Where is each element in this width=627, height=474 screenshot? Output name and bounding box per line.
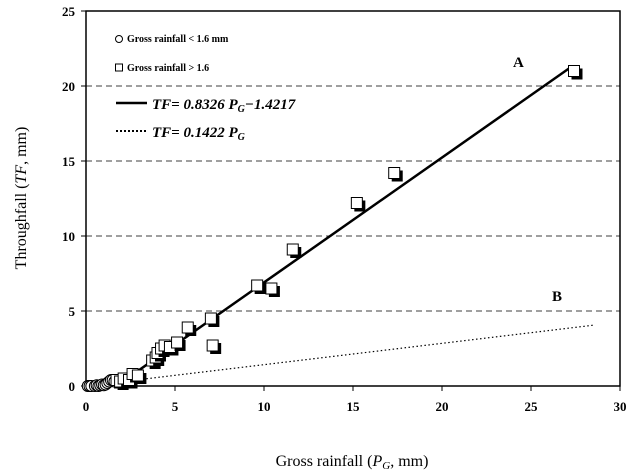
x-tick-label-20: 20 (436, 399, 449, 414)
gridlines (86, 85, 620, 312)
line-label-b: B (552, 289, 562, 305)
point-square-14 (204, 312, 217, 325)
point-square-5 (131, 369, 144, 382)
y-tick-label-15: 15 (62, 154, 76, 169)
point-square-17 (265, 282, 278, 295)
x-tick-label-15: 15 (347, 399, 361, 414)
legend-circle-marker (115, 35, 123, 43)
point-square-18 (286, 243, 299, 256)
legend-equation-a: TF= 0.8326 PG−1.4217 (152, 97, 296, 115)
legend-label-large-rain: Gross rainfall > 1.6 (127, 63, 209, 74)
x-tick-label-0: 0 (83, 399, 90, 414)
x-axis-title: Gross rainfall (PG, mm) (276, 453, 429, 472)
point-square-20 (388, 167, 401, 179)
x-tick-label-5: 5 (172, 399, 179, 414)
line-label-a: A (513, 55, 524, 71)
point-square-12 (171, 336, 184, 349)
point-square-13 (181, 321, 194, 334)
legend-label-small-rain: Gross rainfall < 1.6 mm (127, 34, 229, 45)
y-tick-label-0: 0 (69, 379, 76, 394)
fit-lines (115, 65, 594, 388)
legend-square-marker (115, 63, 123, 72)
point-square-19 (350, 197, 363, 209)
x-tick-label-25: 25 (525, 399, 539, 414)
legend: Gross rainfall < 1.6 mm Gross rainfall >… (115, 34, 296, 143)
point-square-15 (206, 339, 219, 352)
axis-ticks: 0 5 10 15 20 25 30 0 5 10 15 20 25 (62, 4, 627, 414)
y-tick-label-10: 10 (62, 229, 75, 244)
fit-line-B (130, 324, 594, 382)
point-square-21 (568, 65, 580, 77)
legend-equation-b: TF= 0.1422 PG (152, 125, 246, 143)
point-square-16 (251, 279, 264, 292)
data-points (81, 65, 583, 392)
y-tick-label-5: 5 (69, 304, 76, 319)
y-tick-label-20: 20 (62, 79, 75, 94)
fit-line-A (115, 65, 573, 388)
x-tick-label-30: 30 (614, 399, 627, 414)
y-tick-label-25: 25 (62, 4, 76, 19)
x-tick-label-10: 10 (258, 399, 271, 414)
y-axis-title: Throughfall (TF, mm) (13, 127, 30, 270)
